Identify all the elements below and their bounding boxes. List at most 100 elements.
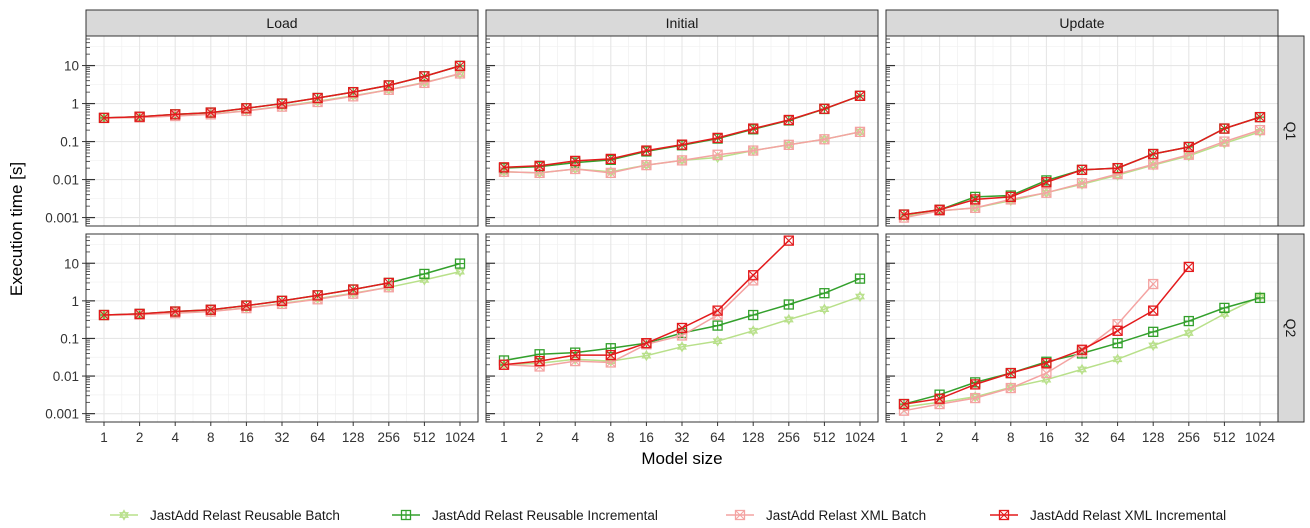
y-tick-label: 1 <box>71 294 79 309</box>
data-point-d2 <box>855 126 865 137</box>
data-point <box>1219 136 1230 147</box>
data-point-b <box>641 352 652 362</box>
panel-Q2-Initial <box>485 233 879 423</box>
legend-label: JastAdd Relast XML Batch <box>766 508 926 523</box>
data-point <box>677 341 687 350</box>
x-tick-label: 256 <box>1178 430 1201 445</box>
data-point <box>534 167 545 179</box>
data-point <box>534 361 545 372</box>
data-point <box>748 270 759 281</box>
data-point <box>1041 358 1052 369</box>
data-point-d2 <box>783 115 794 125</box>
data-point-d2 <box>383 80 394 91</box>
data-point <box>1041 177 1052 188</box>
panel-Q2-Update <box>885 233 1279 423</box>
data-point <box>348 86 359 98</box>
data-point-d2 <box>534 160 545 171</box>
row-strip-q2: Q2 <box>1277 233 1305 423</box>
data-point-d2 <box>677 139 687 150</box>
data-point-d2 <box>748 145 759 156</box>
data-point-d2 <box>499 162 509 173</box>
data-point <box>641 159 652 168</box>
data-point-b <box>1183 330 1194 339</box>
data-point <box>898 209 910 220</box>
series-jastadd-relast-xml-incremental <box>498 90 866 173</box>
data-point <box>819 303 830 313</box>
data-point <box>1183 149 1194 160</box>
data-point-d2 <box>1041 177 1052 188</box>
data-point-d2 <box>1255 125 1265 136</box>
data-point-d2 <box>99 310 109 320</box>
series-line <box>903 295 1261 408</box>
x-tick-label: 2 <box>536 430 544 445</box>
data-point <box>570 155 581 167</box>
data-point-d2 <box>605 167 616 178</box>
data-point-d2 <box>312 93 323 103</box>
data-point <box>641 349 652 359</box>
data-point-d2 <box>1077 178 1087 189</box>
series-jastadd-relast-xml-incremental <box>898 111 1266 220</box>
series-jastadd-relast-reusable-batch <box>499 290 865 371</box>
data-point <box>1112 168 1123 180</box>
strip-background <box>485 9 879 37</box>
data-point-d2 <box>970 393 981 403</box>
data-point-d2 <box>748 123 759 134</box>
data-point-d2 <box>605 350 616 361</box>
data-point <box>1041 187 1052 198</box>
data-point <box>534 167 545 176</box>
data-point-d2 <box>277 98 287 109</box>
data-point-b <box>1148 342 1159 352</box>
legend-swatch-marker <box>119 509 129 518</box>
strip-label: Q1 <box>1283 122 1299 141</box>
data-point-d2 <box>748 275 759 286</box>
data-point-d2 <box>277 295 287 306</box>
data-point-d2 <box>1005 368 1016 378</box>
data-point <box>676 155 688 166</box>
data-point <box>419 71 430 82</box>
x-tick-label: 64 <box>310 430 326 445</box>
x-tick-label: 64 <box>1110 430 1126 445</box>
x-tick-label: 1 <box>100 430 108 445</box>
data-point-d2 <box>855 90 865 101</box>
data-point <box>783 313 794 323</box>
data-point-d2 <box>1183 142 1194 152</box>
data-point <box>570 349 581 361</box>
y-tick-label: 10 <box>64 256 79 271</box>
data-point-b <box>1112 356 1123 365</box>
x-tick-label: 1024 <box>845 430 876 445</box>
data-point-d2 <box>1148 305 1159 316</box>
data-point <box>783 139 794 150</box>
data-point-b <box>712 338 723 347</box>
data-point <box>455 68 465 77</box>
data-point <box>170 109 181 120</box>
x-tick-label: 32 <box>674 430 689 445</box>
data-point <box>712 335 723 344</box>
strip-background <box>85 9 479 37</box>
data-point-d2 <box>1183 262 1194 272</box>
data-point-d2 <box>641 338 652 349</box>
data-point <box>170 306 181 317</box>
data-point-d2 <box>641 145 652 156</box>
data-point-d2 <box>783 139 794 150</box>
legend-item-1: JastAdd Relast Reusable Batch <box>110 508 340 523</box>
data-point-d2 <box>712 305 723 316</box>
data-point <box>1254 111 1266 123</box>
y-tick-label: 0.1 <box>60 135 79 150</box>
data-point-d2 <box>1005 383 1016 393</box>
y-axis-title: Execution time [s] <box>7 162 26 296</box>
x-tick-label: 256 <box>378 430 401 445</box>
data-point <box>1076 344 1088 355</box>
data-point <box>934 204 945 215</box>
data-point <box>276 295 288 307</box>
x-tick-label: 1024 <box>1245 430 1276 445</box>
data-point-d2 <box>641 160 652 171</box>
data-point <box>419 77 430 89</box>
data-point <box>454 60 466 72</box>
data-point <box>383 281 394 291</box>
x-axis-title: Model size <box>641 449 722 468</box>
x-tick-label: 16 <box>1039 430 1054 445</box>
data-point-b <box>748 147 759 157</box>
data-point <box>898 405 910 416</box>
data-point <box>1112 325 1123 336</box>
data-point <box>605 349 616 361</box>
